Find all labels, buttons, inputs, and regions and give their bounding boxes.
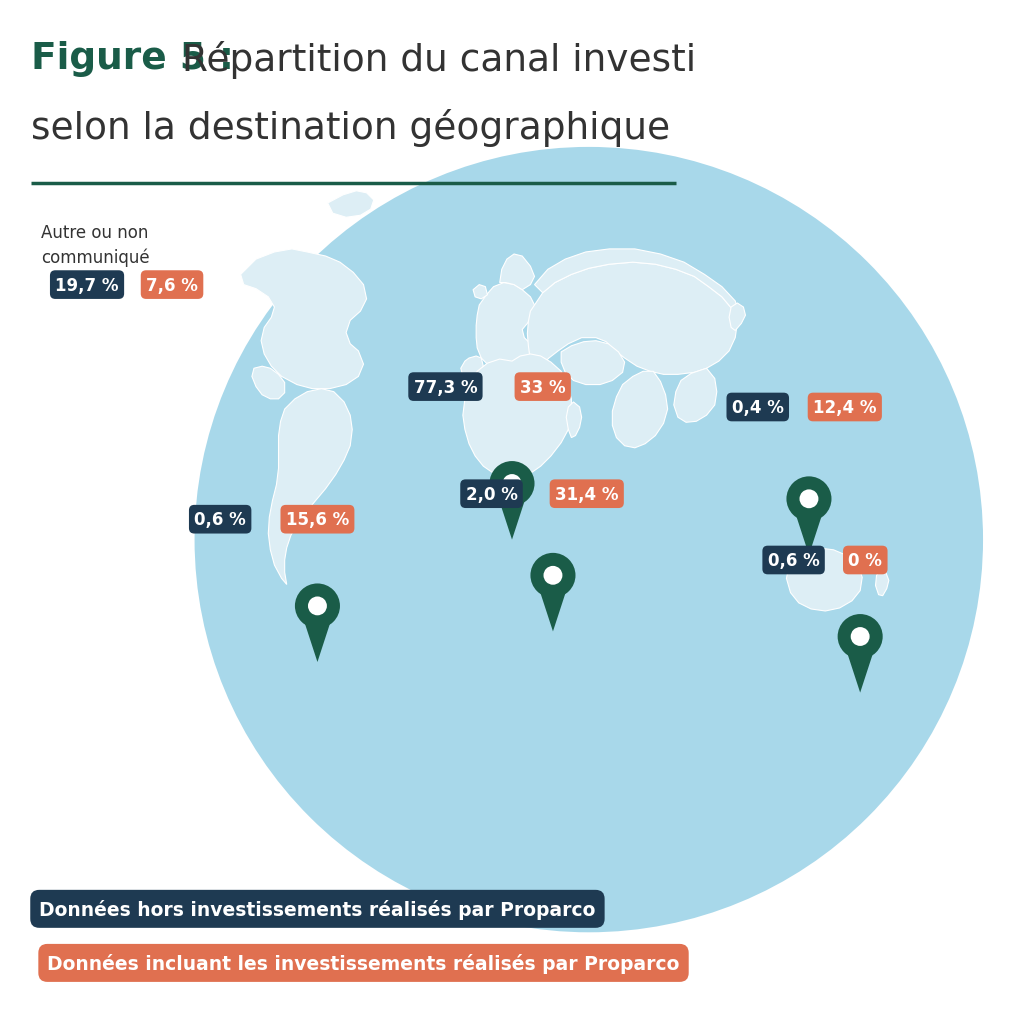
Text: 0,6 %: 0,6 % (195, 511, 246, 529)
Text: 33 %: 33 % (520, 378, 565, 396)
Polygon shape (498, 495, 526, 540)
Polygon shape (566, 403, 582, 438)
Polygon shape (729, 304, 745, 331)
Circle shape (838, 614, 883, 659)
Text: Données incluant les investissements réalisés par Proparco: Données incluant les investissements réa… (47, 953, 680, 973)
Polygon shape (876, 571, 889, 596)
Text: 0,4 %: 0,4 % (732, 398, 783, 417)
Text: 7,6 %: 7,6 % (146, 276, 198, 294)
Text: 15,6 %: 15,6 % (286, 511, 349, 529)
Polygon shape (328, 192, 374, 218)
Polygon shape (461, 357, 483, 379)
Polygon shape (500, 255, 535, 290)
Polygon shape (473, 285, 487, 300)
Text: 2,0 %: 2,0 % (466, 485, 517, 503)
Text: Répartition du canal investi: Répartition du canal investi (182, 41, 696, 78)
Polygon shape (786, 548, 862, 611)
Polygon shape (527, 263, 737, 375)
Circle shape (786, 477, 831, 522)
Circle shape (800, 490, 818, 508)
Text: Figure 5 :: Figure 5 : (31, 41, 247, 76)
Circle shape (295, 584, 340, 629)
Circle shape (308, 597, 327, 615)
Polygon shape (561, 341, 625, 385)
Polygon shape (674, 369, 717, 423)
Polygon shape (795, 511, 823, 555)
Polygon shape (476, 283, 535, 371)
Polygon shape (463, 355, 571, 479)
Circle shape (851, 628, 869, 646)
Text: 31,4 %: 31,4 % (555, 485, 618, 503)
Circle shape (544, 567, 562, 585)
Circle shape (489, 462, 535, 506)
Text: 12,4 %: 12,4 % (813, 398, 877, 417)
Circle shape (503, 475, 521, 493)
Polygon shape (612, 372, 668, 448)
Polygon shape (303, 618, 332, 662)
Text: Données hors investissements réalisés par Proparco: Données hors investissements réalisés pa… (39, 899, 596, 919)
Polygon shape (241, 250, 367, 389)
Circle shape (195, 148, 983, 932)
Text: 77,3 %: 77,3 % (414, 378, 477, 396)
Circle shape (530, 553, 575, 598)
Text: 0,6 %: 0,6 % (768, 551, 819, 570)
Text: 19,7 %: 19,7 % (55, 276, 119, 294)
Polygon shape (846, 648, 874, 693)
Polygon shape (539, 587, 567, 632)
Polygon shape (268, 389, 352, 585)
Text: 0 %: 0 % (848, 551, 883, 570)
Text: selon la destination géographique: selon la destination géographique (31, 109, 670, 147)
Polygon shape (252, 367, 285, 399)
Text: Autre ou non
communiqué: Autre ou non communiqué (41, 224, 150, 266)
Polygon shape (535, 250, 739, 328)
